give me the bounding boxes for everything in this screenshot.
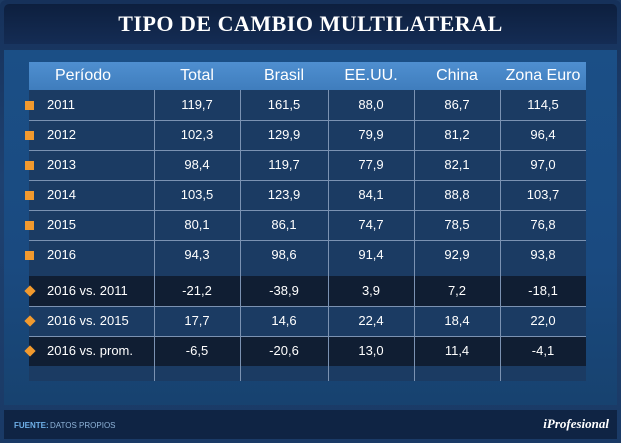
cell-eeuu: 77,9 — [358, 157, 384, 172]
table-row-comparison: 2016 vs. prom. -6,5 -20,6 13,0 11,4 -4,1 — [29, 336, 586, 366]
cell-eeuu: 79,9 — [358, 127, 384, 142]
source-label: FUENTE: — [14, 421, 49, 430]
row-divider — [29, 120, 586, 121]
row-divider — [29, 150, 586, 151]
cell-eeuu: 3,9 — [361, 283, 381, 298]
page-title: TIPO DE CAMBIO MULTILATERAL — [118, 11, 503, 36]
header-total: Total — [180, 67, 214, 84]
title-bar: TIPO DE CAMBIO MULTILATERAL — [4, 4, 617, 44]
cell-eeuu: 88,0 — [358, 97, 384, 112]
table-row-comparison: 2016 vs. 2011 -21,2 -38,9 3,9 7,2 -18,1 — [29, 276, 586, 306]
cell-brasil: 161,5 — [267, 97, 301, 112]
footer: FUENTE: DATOS PROPIOS iProfesional — [4, 410, 617, 439]
table-row: 2016 94,3 98,6 91,4 92,9 93,8 — [29, 240, 586, 270]
cell-china: 81,2 — [444, 127, 470, 142]
column-divider — [328, 90, 329, 381]
brand-logo: iProfesional — [543, 416, 609, 431]
cell-china: 18,4 — [444, 313, 470, 328]
cell-total: 103,5 — [180, 187, 214, 202]
cell-brasil: 14,6 — [271, 313, 297, 328]
cell-china: 86,7 — [444, 97, 470, 112]
cell-zona-euro: 97,0 — [530, 157, 556, 172]
header-eeuu: EE.UU. — [344, 67, 398, 84]
table-row: 2012 102,3 129,9 79,9 81,2 96,4 — [29, 120, 586, 150]
cell-brasil: 86,1 — [271, 217, 297, 232]
table-row: 2015 80,1 86,1 74,7 78,5 76,8 — [29, 210, 586, 240]
header-zona-euro: Zona Euro — [505, 67, 581, 84]
cell-total: 119,7 — [181, 97, 213, 112]
cell-china: 11,4 — [444, 343, 470, 358]
cell-periodo: 2016 vs. 2011 — [47, 283, 128, 298]
column-divider — [500, 90, 501, 381]
cell-zona-euro: 22,0 — [530, 313, 556, 328]
cell-zona-euro: -4,1 — [531, 343, 555, 358]
cell-periodo: 2013 — [47, 157, 76, 172]
table-body: 2011 119,7 161,5 88,0 86,7 114,5 2012 10… — [29, 90, 586, 381]
square-bullet-icon — [25, 221, 34, 230]
cell-total: 94,3 — [184, 247, 210, 262]
cell-brasil: -38,9 — [269, 283, 299, 298]
row-divider — [29, 210, 586, 211]
square-bullet-icon — [25, 251, 34, 260]
cell-china: 92,9 — [444, 247, 470, 262]
cell-eeuu: 22,4 — [358, 313, 384, 328]
cell-china: 7,2 — [447, 283, 467, 298]
cell-zona-euro: 103,7 — [526, 187, 560, 202]
cell-total: 80,1 — [184, 217, 210, 232]
row-divider — [29, 240, 586, 241]
column-divider — [154, 90, 155, 381]
cell-eeuu: 74,7 — [358, 217, 384, 232]
cell-total: 98,4 — [184, 157, 210, 172]
cell-zona-euro: 96,4 — [530, 127, 556, 142]
header-brasil: Brasil — [263, 67, 304, 84]
cell-china: 88,8 — [444, 187, 470, 202]
column-divider — [240, 90, 241, 381]
cell-periodo: 2016 vs. 2015 — [47, 313, 129, 328]
table-row-comparison: 2016 vs. 2015 17,7 14,6 22,4 18,4 22,0 — [29, 306, 586, 336]
table-row: 2014 103,5 123,9 84,1 88,8 103,7 — [29, 180, 586, 210]
cell-brasil: 129,9 — [267, 127, 301, 142]
cell-total: -6,5 — [185, 343, 209, 358]
cell-total: 17,7 — [184, 313, 210, 328]
cell-total: 102,3 — [180, 127, 214, 142]
cell-zona-euro: -18,1 — [528, 283, 558, 298]
cell-periodo: 2011 — [47, 97, 75, 112]
cell-total: -21,2 — [182, 283, 212, 298]
square-bullet-icon — [25, 161, 34, 170]
square-bullet-icon — [25, 101, 34, 110]
row-divider — [29, 180, 586, 181]
cell-eeuu: 13,0 — [358, 343, 384, 358]
column-divider — [414, 90, 415, 381]
cell-periodo: 2016 — [47, 247, 76, 262]
table-row: 2011 119,7 161,5 88,0 86,7 114,5 — [29, 90, 586, 120]
cell-brasil: 98,6 — [271, 247, 297, 262]
square-bullet-icon — [25, 131, 34, 140]
cell-china: 82,1 — [444, 157, 470, 172]
cell-periodo: 2015 — [47, 217, 76, 232]
cell-periodo: 2012 — [47, 127, 76, 142]
square-bullet-icon — [25, 191, 34, 200]
cell-zona-euro: 114,5 — [527, 97, 559, 112]
header-periodo: Período — [55, 67, 112, 84]
row-divider — [29, 306, 586, 307]
cell-china: 78,5 — [444, 217, 470, 232]
table-header: Período Total Brasil EE.UU. China Zona E… — [29, 62, 586, 90]
cell-zona-euro: 76,8 — [530, 217, 556, 232]
cell-brasil: 119,7 — [268, 157, 300, 172]
cell-eeuu: 84,1 — [358, 187, 384, 202]
table-row: 2013 98,4 119,7 77,9 82,1 97,0 — [29, 150, 586, 180]
cell-brasil: 123,9 — [267, 187, 301, 202]
cell-zona-euro: 93,8 — [530, 247, 556, 262]
cell-periodo: 2014 — [47, 187, 76, 202]
source-text: DATOS PROPIOS — [50, 421, 116, 430]
cell-eeuu: 91,4 — [358, 247, 384, 262]
row-divider — [29, 336, 586, 337]
cell-periodo: 2016 vs. prom. — [47, 343, 133, 358]
cell-brasil: -20,6 — [269, 343, 299, 358]
header-china: China — [436, 67, 478, 84]
